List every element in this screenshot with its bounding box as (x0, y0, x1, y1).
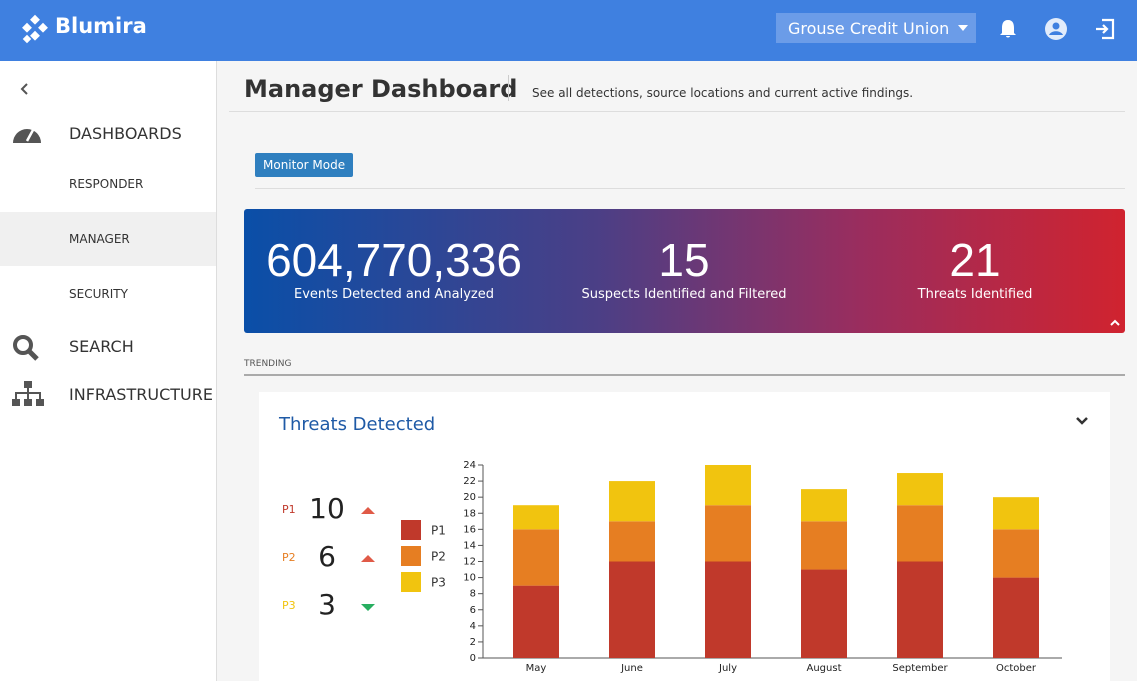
y-tick-label: 6 (470, 605, 476, 616)
y-tick-label: 4 (470, 621, 476, 632)
nav-subitem[interactable]: MANAGER (69, 232, 130, 246)
search-icon (13, 335, 39, 361)
y-tick-label: 12 (463, 557, 476, 568)
org-select[interactable]: Grouse Credit Union (776, 13, 976, 43)
org-name: Grouse Credit Union (788, 19, 950, 38)
bar-segment (609, 521, 655, 562)
stat-label: Events Detected and Analyzed (294, 287, 494, 302)
y-tick-label: 10 (463, 573, 476, 584)
legend-swatch (401, 546, 421, 566)
bar-segment (897, 505, 943, 562)
stat-value: 21 (949, 234, 1001, 286)
logo-icon (22, 14, 48, 44)
chart-title: Threats Detected (279, 414, 436, 435)
bar-segment (513, 529, 559, 586)
priority-count: 6 (318, 540, 336, 573)
nav-item[interactable]: DASHBOARDS (69, 124, 182, 143)
chart-card: Threats Detected (259, 392, 1110, 692)
y-tick-label: 14 (463, 540, 476, 551)
divider (508, 75, 509, 101)
top-bar: Blumira Grouse Credit Union (0, 0, 1137, 61)
bar-segment (513, 585, 559, 658)
y-tick-label: 24 (463, 460, 476, 471)
dropdown-arrow (958, 25, 968, 31)
expand-icon[interactable] (1075, 416, 1089, 426)
bar-segment (609, 481, 655, 522)
logout-icon[interactable] (1094, 18, 1116, 40)
bar-segment (513, 505, 559, 530)
page-title: Manager Dashboard (244, 75, 518, 103)
sidebar: DASHBOARDS RESPONDER MANAGER SECURITY SE… (0, 61, 217, 681)
collapse-banner[interactable] (1110, 319, 1120, 327)
monitor-button[interactable]: Monitor Mode (255, 153, 354, 177)
nav-item[interactable]: INFRASTRUCTURE (69, 385, 213, 404)
legend-label: P3 (431, 576, 446, 590)
legend-swatch (401, 572, 421, 592)
legend-label: P1 (431, 524, 446, 538)
x-tick-label: September (892, 663, 948, 674)
active-row (0, 212, 216, 266)
y-tick-label: 8 (470, 589, 476, 600)
y-tick-label: 0 (470, 653, 476, 664)
y-tick-label: 18 (463, 508, 476, 519)
bar-segment (993, 497, 1039, 530)
y-tick-label: 22 (463, 476, 476, 487)
y-tick-label: 20 (463, 492, 476, 503)
priority-label: P2 (282, 551, 296, 564)
priority-count: 10 (309, 492, 345, 525)
bar-segment (705, 465, 751, 506)
brand: Blumira (55, 14, 147, 38)
y-tick-label: 16 (463, 524, 476, 535)
x-tick-label: October (996, 663, 1037, 674)
bar-segment (801, 521, 847, 570)
priority-count: 3 (318, 588, 336, 621)
bar-segment (801, 569, 847, 658)
bar-segment (993, 529, 1039, 578)
main: Manager Dashboard See all detections, so… (217, 61, 1137, 692)
stat-value: 604,770,336 (266, 234, 522, 286)
nav-subitem[interactable]: SECURITY (69, 287, 128, 301)
rule (244, 374, 1125, 376)
section-label: TRENDING (244, 359, 292, 369)
bar-segment (993, 577, 1039, 658)
nav-subitem[interactable]: RESPONDER (69, 177, 144, 191)
stat-label: Suspects Identified and Filtered (581, 287, 787, 302)
x-tick-label: July (718, 663, 737, 674)
trend-arrow (361, 507, 375, 514)
legend-swatch (401, 520, 421, 540)
x-tick-label: May (526, 663, 547, 674)
page-subtitle: See all detections, source locations and… (532, 86, 914, 100)
user-icon[interactable] (1044, 17, 1068, 41)
bar-segment (609, 561, 655, 658)
priority-label: P1 (282, 503, 296, 516)
y-tick-label: 2 (470, 637, 476, 648)
rule (255, 188, 1125, 189)
x-tick-label: August (807, 663, 842, 674)
nav-item[interactable]: SEARCH (69, 337, 134, 356)
bar-segment (897, 561, 943, 658)
trend-arrow (361, 555, 375, 562)
stats-banner: 604,770,336 Events Detected and Analyzed… (244, 209, 1125, 333)
legend-label: P2 (431, 550, 446, 564)
bar-segment (897, 473, 943, 506)
bar-segment (705, 505, 751, 562)
x-tick-label: June (620, 663, 643, 674)
stat-label: Threats Identified (917, 287, 1033, 302)
priority-label: P3 (282, 599, 296, 612)
bar-segment (705, 561, 751, 658)
trend-arrow (361, 604, 375, 611)
infrastructure-icon (12, 381, 44, 406)
bar-segment (801, 489, 847, 522)
bell-icon[interactable] (998, 18, 1018, 40)
stat-value: 15 (658, 234, 710, 286)
rule (229, 111, 1125, 112)
dashboard-icon (13, 129, 41, 143)
collapse-icon[interactable] (19, 82, 31, 96)
